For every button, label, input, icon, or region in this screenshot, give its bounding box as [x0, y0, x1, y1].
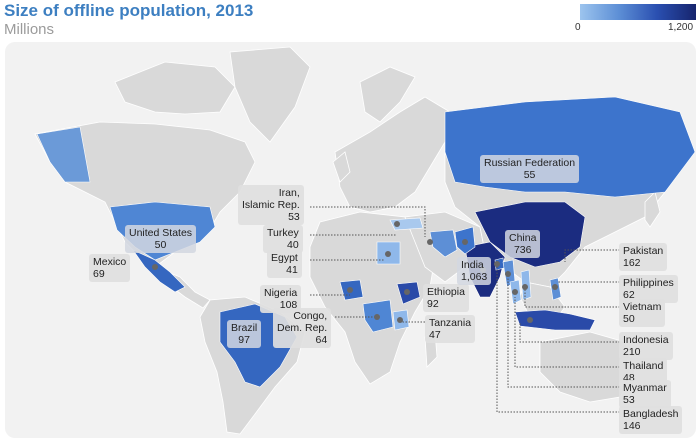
- leader-myanmar: [507, 277, 620, 388]
- color-scale-legend: [580, 4, 696, 20]
- label-myanmar: Myanmar 53: [619, 380, 671, 408]
- label-myanmar-value: 53: [623, 394, 635, 406]
- dot-myanmar: [505, 271, 511, 277]
- legend-max-label: 1,200: [668, 22, 694, 33]
- leader-indonesia: [519, 322, 620, 343]
- leader-thailand: [514, 297, 620, 368]
- country-mexico: [132, 249, 186, 293]
- dot-vietnam: [522, 284, 528, 290]
- label-iran-name-1: Iran,: [278, 187, 300, 199]
- land-japan: [644, 191, 661, 228]
- label-mexico-value: 69: [93, 268, 105, 280]
- label-vietnam: Vietnam 50: [619, 299, 666, 327]
- label-vietnam-name: Vietnam: [623, 301, 662, 313]
- label-india-value: 1,063: [461, 271, 488, 283]
- country-indonesia: [514, 309, 596, 331]
- dot-mexico: [152, 264, 158, 270]
- country-turkey: [389, 217, 424, 231]
- dot-bangladesh: [494, 261, 500, 267]
- label-iran-value: 53: [288, 211, 300, 223]
- dot-iran: [427, 239, 433, 245]
- label-china-name: China: [509, 232, 537, 244]
- land-scandinavia: [359, 66, 416, 123]
- label-india: India 1,063: [457, 257, 492, 285]
- chart-subtitle: Millions: [4, 21, 55, 38]
- label-brazil-name: Brazil: [231, 322, 258, 334]
- leader-bangladesh: [496, 267, 620, 413]
- label-russian-federation: Russian Federation 55: [480, 155, 580, 183]
- label-china: China 736: [505, 230, 541, 258]
- label-indonesia: Indonesia 210: [619, 332, 673, 360]
- label-tanzania-value: 47: [429, 329, 441, 341]
- label-egypt: Egypt 41: [267, 250, 302, 278]
- dot-turkey: [394, 221, 400, 227]
- land-greenland: [229, 46, 311, 143]
- label-congo-name-2: Dem. Rep.: [277, 322, 328, 334]
- dot-egypt: [385, 251, 391, 257]
- world-map: [34, 46, 696, 435]
- label-china-value: 736: [513, 244, 532, 256]
- label-indonesia-value: 210: [623, 346, 641, 358]
- land-canada-arctic: [114, 61, 236, 115]
- label-indonesia-name: Indonesia: [623, 334, 669, 346]
- label-iran-name-2: Islamic Rep.: [242, 199, 300, 211]
- label-turkey-value: 40: [287, 239, 299, 251]
- label-myanmar-name: Myanmar: [623, 382, 667, 394]
- label-thailand-name: Thailand: [623, 360, 664, 372]
- label-ethiopia: Ethiopia 92: [423, 284, 469, 312]
- leader-vietnam: [524, 287, 620, 308]
- dot-tanzania: [397, 317, 403, 323]
- dot-nigeria: [347, 287, 353, 293]
- label-congo: Congo, Dem. Rep. 64: [273, 308, 332, 348]
- label-mexico-name: Mexico: [93, 256, 127, 268]
- label-vietnam-value: 50: [623, 313, 635, 325]
- label-bangladesh: Bangladesh 146: [619, 406, 683, 434]
- label-india-name: India: [461, 259, 484, 271]
- label-pakistan: Pakistan 162: [619, 243, 668, 271]
- label-bangladesh-name: Bangladesh: [623, 408, 679, 420]
- dot-pakistan: [462, 239, 468, 245]
- dot-thailand: [512, 289, 518, 295]
- label-russia-value: 55: [523, 169, 536, 181]
- dot-indonesia: [527, 317, 533, 323]
- country-iran: [429, 229, 458, 258]
- label-united-states: United States 50: [125, 225, 197, 253]
- label-bangladesh-value: 146: [623, 420, 641, 432]
- map-panel: Russian Federation 55 Iran, Islamic Rep.…: [5, 42, 696, 438]
- label-egypt-value: 41: [286, 264, 298, 276]
- label-mexico: Mexico 69: [89, 254, 131, 282]
- label-turkey: Turkey 40: [263, 225, 303, 253]
- label-russia-name: Russian Federation: [484, 157, 576, 169]
- dot-philippines: [552, 284, 558, 290]
- dot-congo: [374, 314, 380, 320]
- leader-iran: [310, 206, 426, 237]
- legend-min-label: 0: [575, 22, 581, 33]
- leader-pakistan: [564, 249, 620, 262]
- label-tanzania-name: Tanzania: [429, 317, 472, 329]
- label-usa-value: 50: [154, 239, 167, 251]
- label-ethiopia-name: Ethiopia: [427, 286, 465, 298]
- label-tanzania: Tanzania 47: [425, 315, 476, 343]
- label-pakistan-name: Pakistan: [623, 245, 664, 257]
- label-philippines: Philippines 62: [619, 275, 678, 303]
- label-nigeria-name: Nigeria: [264, 287, 298, 299]
- label-pakistan-value: 162: [623, 257, 641, 269]
- land-uk: [332, 151, 351, 183]
- label-congo-name-1: Congo,: [293, 310, 328, 322]
- label-turkey-name: Turkey: [267, 227, 299, 239]
- land-europe: [334, 96, 451, 213]
- label-iran: Iran, Islamic Rep. 53: [238, 185, 304, 225]
- label-usa-name: United States: [129, 227, 193, 239]
- label-philippines-value: 62: [623, 289, 635, 301]
- label-egypt-name: Egypt: [271, 252, 298, 264]
- dot-ethiopia: [404, 289, 410, 295]
- label-philippines-name: Philippines: [623, 277, 674, 289]
- country-canada-alaska: [36, 126, 91, 183]
- chart-title: Size of offline population, 2013: [4, 1, 254, 20]
- label-brazil: Brazil 97: [227, 320, 262, 348]
- label-ethiopia-value: 92: [427, 298, 439, 310]
- label-thailand-value: 48: [623, 372, 635, 384]
- label-brazil-value: 97: [238, 334, 250, 346]
- label-congo-value: 64: [315, 334, 328, 346]
